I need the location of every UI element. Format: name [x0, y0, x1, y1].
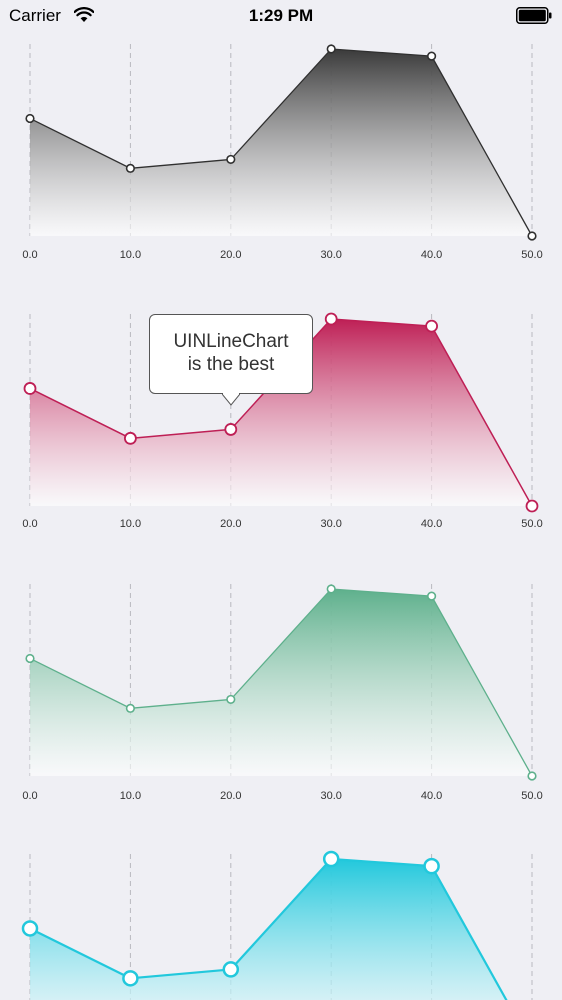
x-tick-label: 0.0: [22, 249, 37, 261]
tooltip-pointer: [222, 393, 240, 406]
data-point: [226, 694, 236, 705]
data-point: [21, 920, 39, 937]
x-tick-label: 10.0: [120, 518, 141, 530]
data-point: [427, 51, 437, 61]
x-tick-label: 30.0: [320, 249, 341, 261]
x-tick-label: 10.0: [120, 790, 141, 802]
x-tick-label: 30.0: [320, 518, 341, 530]
data-point: [25, 653, 35, 664]
area-chart-3: 0.0 10.0 20.0 30.0 40.0 50.0: [22, 584, 543, 802]
data-point: [326, 44, 336, 54]
data-point: [525, 499, 539, 513]
x-tick-label: 0.0: [22, 518, 37, 530]
series-line: [29, 588, 533, 777]
data-point: [427, 591, 437, 601]
area-fill: [30, 49, 532, 236]
data-point: [527, 771, 537, 781]
status-time: 1:29 PM: [248, 6, 314, 25]
carrier-label: Carrier: [9, 6, 61, 25]
area-chart-4: 0.010.020.030.040.050.0: [21, 850, 533, 1000]
tooltip-line-2: is the best: [187, 354, 275, 375]
x-tick-label: 20.0: [220, 249, 241, 261]
x-tick-label: 20.0: [220, 518, 241, 530]
x-tick-label: 0.0: [22, 790, 37, 802]
data-point: [123, 431, 137, 445]
x-tick-label: 40.0: [421, 249, 442, 261]
series-line: [29, 857, 508, 1000]
data-point: [222, 961, 240, 978]
x-tick-label: 20.0: [220, 790, 241, 802]
area-chart-2: 0.0 10.0 20.0 30.0 40.0 50.0: [22, 312, 543, 530]
area-fill: [30, 589, 532, 776]
area-chart-1: 0.0 10.0 20.0 30.0 40.0 50.0: [22, 44, 543, 261]
area-fill: [30, 859, 507, 1000]
data-point: [423, 857, 440, 875]
data-point: [25, 113, 35, 124]
series-line: [29, 48, 533, 237]
data-point: [322, 850, 340, 868]
data-point: [125, 703, 135, 713]
battery-full-icon: [516, 7, 552, 30]
data-point: [527, 231, 537, 241]
data-point: [326, 584, 336, 594]
data-point: [226, 154, 236, 165]
data-point: [125, 163, 135, 173]
data-point: [324, 312, 338, 326]
x-tick-label: 50.0: [521, 518, 542, 530]
chart-tooltip: UINLineChart is the best: [149, 314, 313, 394]
data-point: [425, 319, 439, 333]
x-tick-label: 50.0: [521, 249, 542, 261]
x-tick-label: 40.0: [421, 518, 442, 530]
wifi-icon: [73, 7, 95, 28]
x-tick-label: 30.0: [320, 790, 341, 802]
area-fill: [30, 319, 532, 506]
x-tick-label: 10.0: [120, 249, 141, 261]
x-tick-label: 50.0: [521, 790, 542, 802]
data-point: [224, 423, 238, 436]
tooltip-line-1: UINLineChart: [173, 331, 289, 352]
data-point: [122, 970, 139, 987]
status-bar: Carrier 1:29 PM: [0, 0, 562, 32]
x-tick-label: 40.0: [421, 790, 442, 802]
data-point: [23, 382, 37, 395]
